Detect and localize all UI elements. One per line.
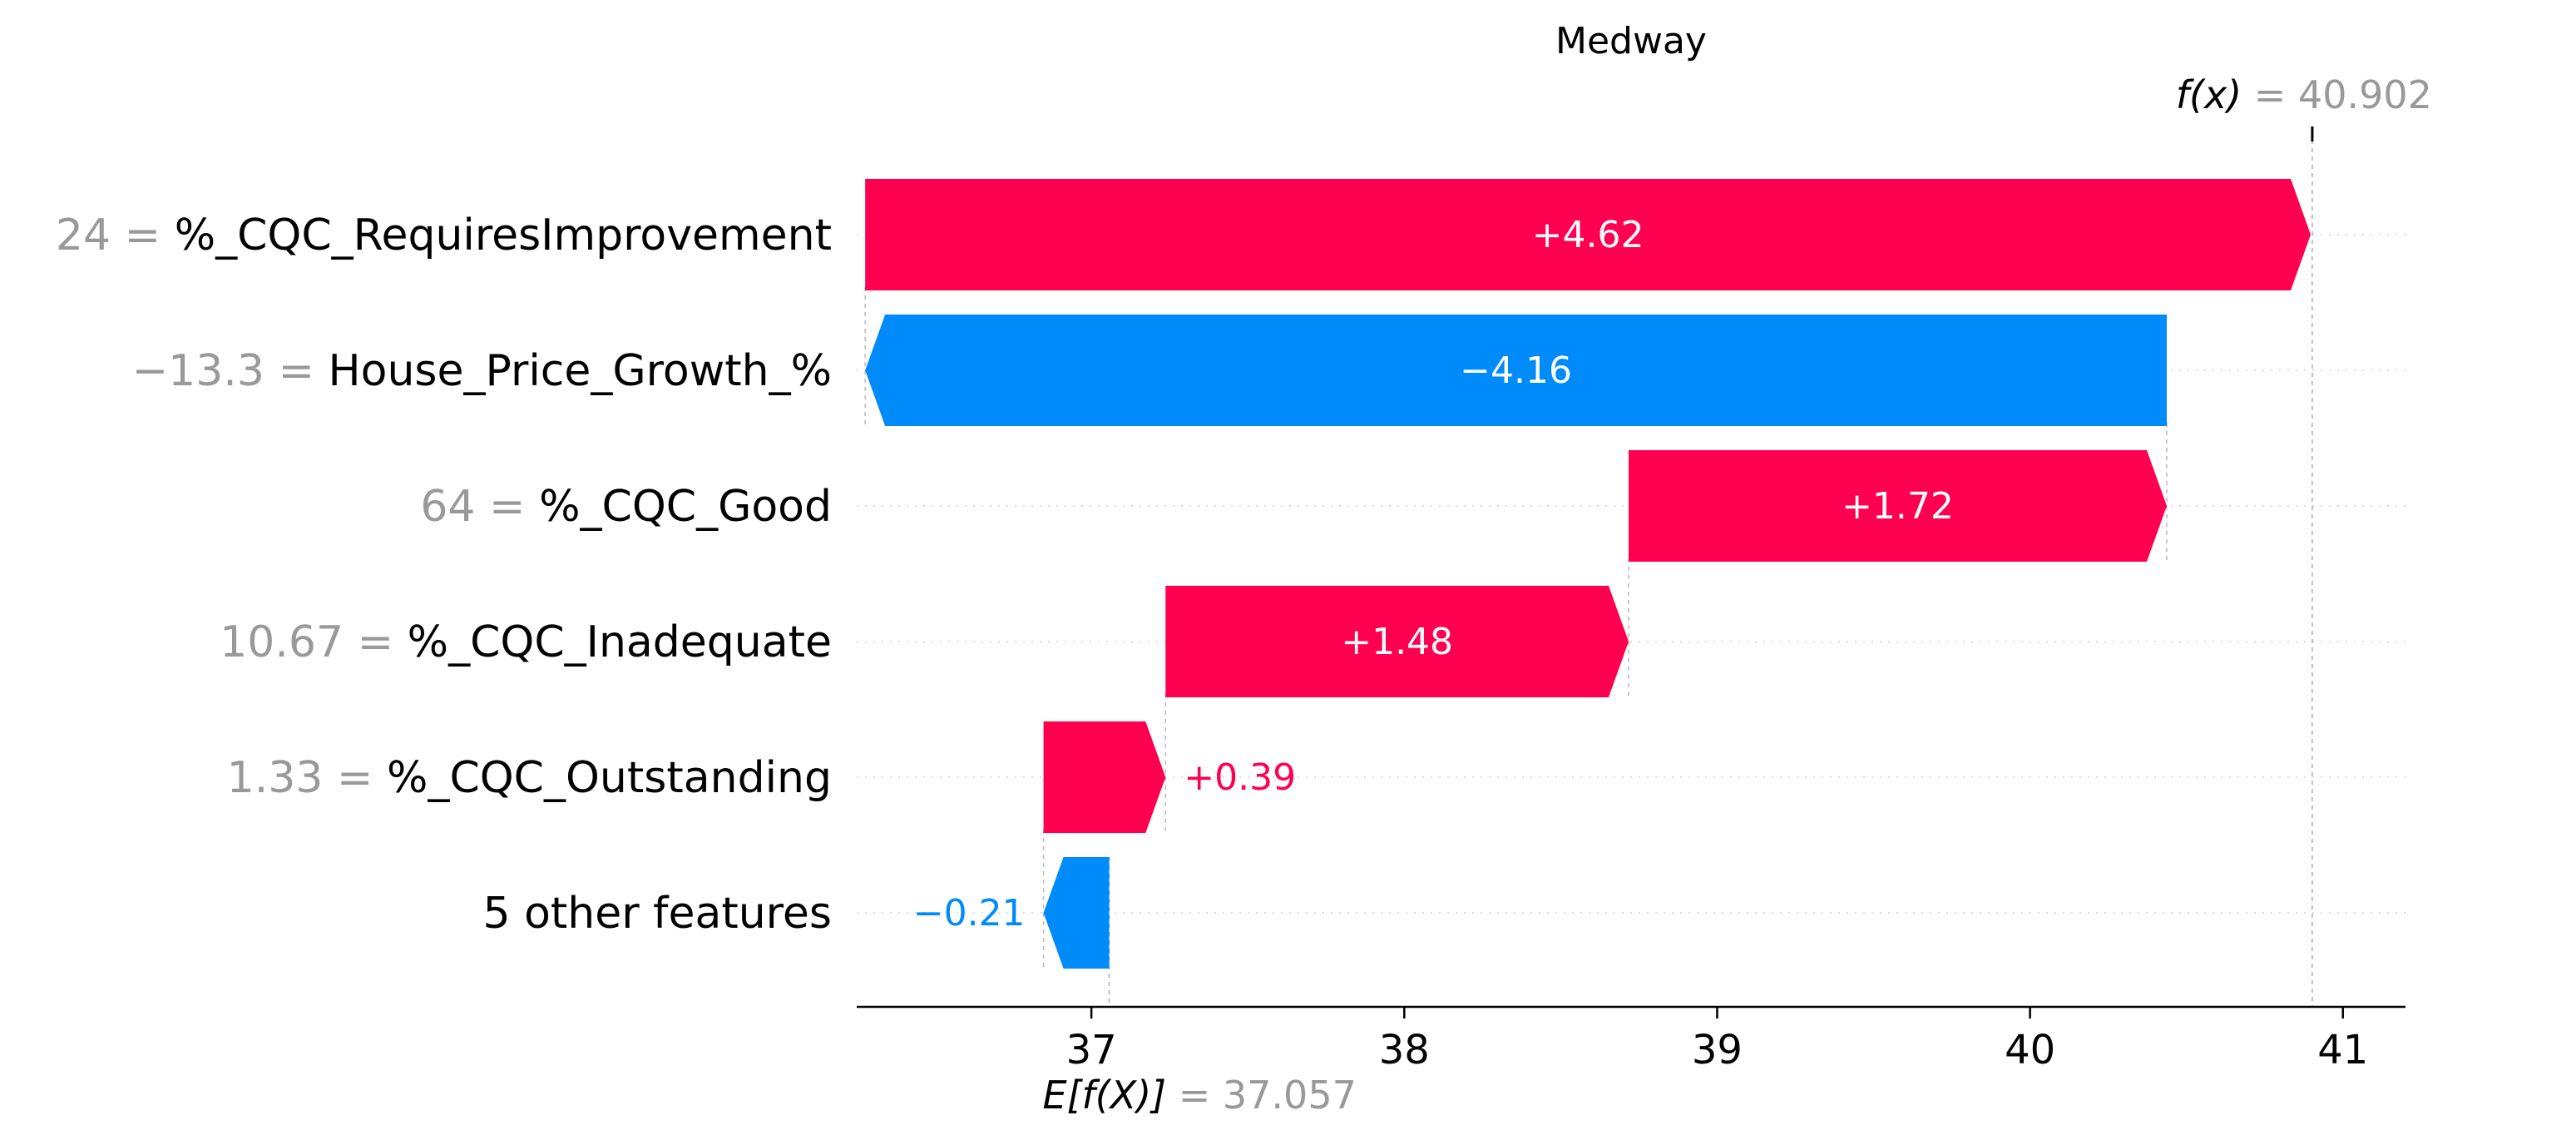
feature-label: 64 = %_CQC_Good (420, 482, 832, 532)
feature-name: House_Price_Growth_% (329, 346, 832, 396)
feature-label: 10.67 = %_CQC_Inadequate (220, 617, 832, 667)
contribution-label: −4.16 (1460, 349, 1572, 392)
bars-layer (865, 179, 2311, 969)
feature-name: 5 other features (482, 889, 832, 939)
bar-negative (865, 315, 2167, 426)
ex-value: = 37.057 (1166, 1073, 1357, 1118)
bar-negative (1043, 857, 1110, 969)
fx-label: f(x) (2176, 72, 2242, 117)
feature-label: −13.3 = House_Price_Growth_% (132, 346, 832, 396)
bar-positive (1165, 586, 1629, 697)
x-axis: 37 38 39 40 41 f(x) = 40.902 E[f(X)] = 37.057 (857, 72, 2432, 1118)
labels-layer: +4.62 24 = %_CQC_RequiresImprovement −4.16… (56, 211, 1954, 939)
contribution-label: +0.39 (1184, 756, 1296, 799)
fx-value: = 40.902 (2242, 72, 2432, 117)
feature-name: %_CQC_Good (539, 482, 832, 532)
x-tick-label: 39 (1692, 1027, 1743, 1073)
bar-positive (1043, 721, 1166, 833)
contribution-label: +1.48 (1341, 621, 1453, 663)
ex-annotation: E[f(X)] = 37.057 (1043, 1073, 1357, 1118)
ex-label: E[f(X)] (1043, 1073, 1167, 1118)
feature-value: 24 = (56, 211, 175, 260)
feature-label: 24 = %_CQC_RequiresImprovement (56, 211, 832, 260)
feature-name: %_CQC_RequiresImprovement (175, 211, 832, 260)
x-tick-label: 37 (1066, 1027, 1117, 1073)
feature-name: %_CQC_Outstanding (387, 753, 832, 803)
bar-positive (1628, 450, 2167, 562)
chart-title: Medway (1555, 20, 1707, 62)
bar-positive (865, 179, 2311, 290)
contribution-label: +1.72 (1842, 485, 1954, 528)
feature-label: 5 other features (482, 889, 832, 939)
x-tick-label: 41 (2317, 1027, 2368, 1073)
feature-value: 64 = (420, 482, 539, 532)
feature-label: 1.33 = %_CQC_Outstanding (227, 753, 832, 803)
x-tick-label: 38 (1379, 1027, 1430, 1073)
feature-name: %_CQC_Inadequate (408, 617, 832, 667)
fx-annotation: f(x) = 40.902 (2176, 72, 2432, 117)
x-tick-label: 40 (2005, 1027, 2055, 1073)
contribution-label: +4.62 (1532, 214, 1644, 256)
feature-value: −13.3 = (132, 346, 329, 396)
feature-value: 1.33 = (227, 753, 387, 803)
contribution-label: −0.21 (913, 892, 1026, 934)
feature-value: 10.67 = (220, 617, 408, 667)
